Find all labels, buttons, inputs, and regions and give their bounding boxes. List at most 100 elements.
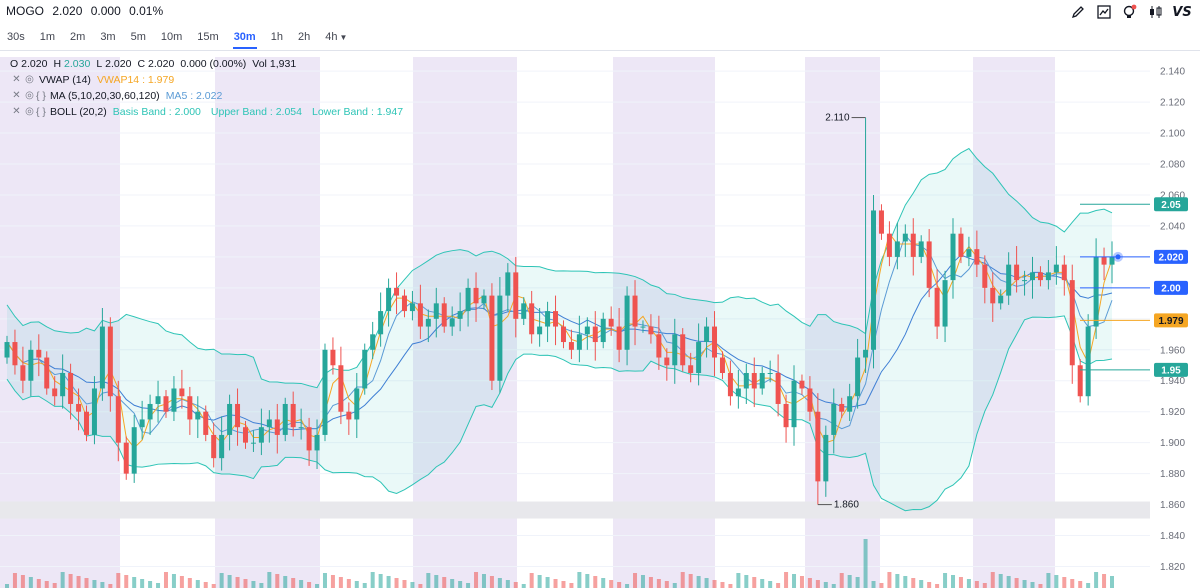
price-band xyxy=(0,501,1150,519)
candle-body xyxy=(330,349,336,366)
volume-bar xyxy=(20,575,25,588)
chevron-down-icon: ▼ xyxy=(339,33,348,42)
candle-body xyxy=(211,434,217,459)
interval-30m[interactable]: 30m xyxy=(227,29,263,49)
boll-name: BOLL (20,2) xyxy=(49,106,107,118)
candle-body xyxy=(958,233,964,257)
candle-body xyxy=(386,287,392,312)
interval-5m[interactable]: 5m xyxy=(130,31,146,43)
price-tag: 2.00 xyxy=(1161,283,1181,294)
candle-body xyxy=(664,357,670,366)
pencil-icon[interactable] xyxy=(1068,2,1088,22)
volume-bar xyxy=(44,581,49,588)
volume-bar xyxy=(124,575,129,588)
bulb-icon[interactable] xyxy=(1120,2,1140,22)
symbol-name[interactable]: MOGO xyxy=(6,4,44,18)
interval-1m[interactable]: 1m xyxy=(39,31,56,43)
volume-bar xyxy=(116,573,121,588)
candle-body xyxy=(1085,326,1091,397)
y-axis-label: 1.960 xyxy=(1160,345,1185,356)
interval-2h[interactable]: 2h xyxy=(297,31,311,43)
y-axis-label: 2.040 xyxy=(1160,221,1185,232)
volume-bar xyxy=(966,579,971,588)
candle-body xyxy=(727,373,733,397)
candle-body xyxy=(409,303,415,312)
candle-body xyxy=(743,373,749,389)
eye-icon[interactable]: ◎ xyxy=(25,74,34,85)
volume-bar xyxy=(474,572,479,588)
eye-icon[interactable]: ◎ xyxy=(25,106,34,117)
volume-bar xyxy=(1086,583,1091,588)
candle-body xyxy=(131,427,137,474)
y-axis-label: 2.100 xyxy=(1160,129,1185,140)
candle-body xyxy=(139,419,145,428)
chart-icon[interactable] xyxy=(1094,2,1114,22)
price-tag: 1.95 xyxy=(1161,365,1181,376)
candle-body xyxy=(855,357,861,397)
y-axis-label: 2.140 xyxy=(1160,67,1185,78)
high-label: H xyxy=(53,58,62,70)
candle-body xyxy=(298,427,304,429)
top-bar: MOGO 2.020 0.000 0.01% VS xyxy=(0,0,1200,24)
close-icon[interactable]: ✕ xyxy=(12,106,21,117)
interval-30s[interactable]: 30s xyxy=(7,31,25,43)
low-label: L xyxy=(96,58,103,70)
bollinger-lower-band xyxy=(6,315,1113,512)
volume-bar xyxy=(1110,576,1114,588)
settings-braces-icon[interactable]: { } xyxy=(36,90,46,102)
candle-body xyxy=(950,233,956,281)
interval-3m[interactable]: 3m xyxy=(100,31,116,43)
candle-body xyxy=(83,411,89,435)
volume-bar xyxy=(362,583,367,588)
settings-braces-icon[interactable]: { } xyxy=(36,106,46,118)
volume-bar xyxy=(84,578,89,588)
candle-body xyxy=(44,357,50,389)
interval-4h-dropdown[interactable]: 4h ▼ xyxy=(318,29,354,45)
price-chart[interactable]: 2.110 1.860 2.140 2.120 2.100 2.080 2.060 2.040… xyxy=(0,51,1200,588)
candle-body xyxy=(823,434,829,482)
close-icon[interactable]: ✕ xyxy=(12,74,21,85)
candle-body xyxy=(1093,256,1099,327)
volume-bar xyxy=(140,579,145,588)
volume-bar xyxy=(410,582,415,588)
candle-body xyxy=(672,334,678,366)
candle-body xyxy=(560,326,566,343)
interval-15m[interactable]: 15m xyxy=(197,31,219,43)
candle-body xyxy=(966,249,972,257)
low-value: 2.020 xyxy=(105,58,132,70)
candle-body xyxy=(497,295,503,381)
brand-logo: VS xyxy=(1172,4,1192,20)
candle-body xyxy=(878,210,884,234)
low-annotation: 1.860 xyxy=(834,500,859,511)
close-icon[interactable]: ✕ xyxy=(12,90,21,101)
candle-body xyxy=(1045,272,1051,281)
volume-bar xyxy=(545,577,550,588)
candle-body xyxy=(521,303,527,319)
price-tag-bg xyxy=(1154,362,1188,377)
volume-bar xyxy=(108,584,113,588)
volume-bar xyxy=(394,578,399,588)
volume-value: 1,931 xyxy=(269,58,297,70)
volume-bar xyxy=(537,575,542,588)
volume-bar xyxy=(720,582,725,588)
volume-bar xyxy=(895,574,900,588)
y-axis-label: 1.820 xyxy=(1160,562,1185,573)
candle-body xyxy=(322,349,328,435)
candle-body xyxy=(600,318,606,343)
candle-body xyxy=(12,342,18,366)
eye-icon[interactable]: ◎ xyxy=(25,90,34,101)
candle-body xyxy=(52,388,58,397)
interval-2m[interactable]: 2m xyxy=(70,31,86,43)
volume-bar xyxy=(919,580,924,588)
candles-icon[interactable] xyxy=(1146,2,1166,22)
interval-10m[interactable]: 10m xyxy=(160,31,183,43)
candle-body xyxy=(1037,272,1043,281)
candle-body xyxy=(338,365,344,412)
volume-bar xyxy=(76,576,81,588)
volume-bar xyxy=(315,584,320,588)
interval-1h[interactable]: 1h xyxy=(270,31,283,43)
volume-bar xyxy=(227,575,232,588)
volume-bar xyxy=(450,579,455,588)
candle-body xyxy=(719,357,725,374)
volume-bar xyxy=(267,572,272,588)
